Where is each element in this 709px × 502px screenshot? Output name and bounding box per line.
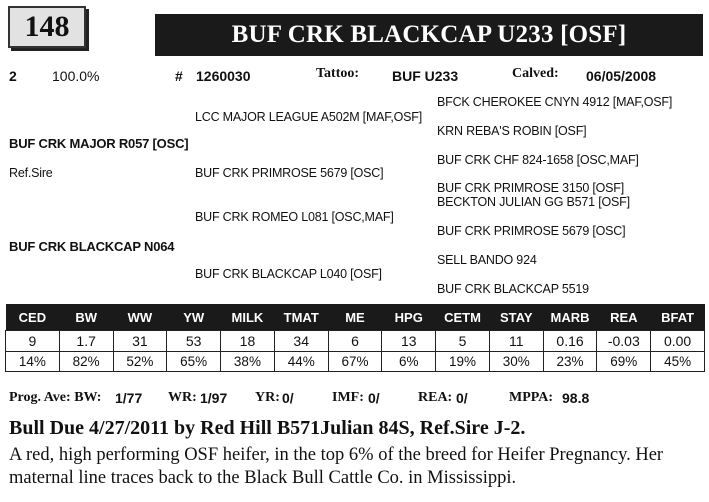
great-grandparent-4: BUF CRK PRIMROSE 3150 [OSF] xyxy=(437,181,625,195)
epd-header: REA xyxy=(596,304,651,331)
tattoo-label: Tattoo: xyxy=(316,66,360,81)
epd-header: BW xyxy=(59,304,114,331)
great-grandparent-6: BUF CRK PRIMROSE 5679 [OSC] xyxy=(437,224,626,238)
epd-header: BFAT xyxy=(650,304,705,331)
lot-number: 148 xyxy=(8,6,86,48)
dam-dam-name: BUF CRK BLACKCAP L040 [OSF] xyxy=(195,267,382,281)
description: A red, high performing OSF heifer, in th… xyxy=(9,445,664,488)
prog-wr-label: WR: xyxy=(168,390,197,405)
epd-header-row: CED BW WW YW MILK TMAT ME HPG CETM STAY … xyxy=(5,304,705,331)
epd-value: 11 xyxy=(488,330,544,352)
epd-value: 6 xyxy=(327,330,383,352)
epd-percentile: 69% xyxy=(596,351,652,372)
epd-percentile: 6% xyxy=(381,351,437,372)
epd-header: MILK xyxy=(220,304,275,331)
great-grandparent-5: BECKTON JULIAN GG B571 [OSF] xyxy=(437,195,630,209)
reg-symbol: # xyxy=(175,68,183,84)
epd-header: STAY xyxy=(489,304,544,331)
epd-value: 31 xyxy=(112,330,168,352)
epd-value: 53 xyxy=(166,330,222,352)
epd-header: HPG xyxy=(381,304,436,331)
epd-percentile: 45% xyxy=(650,351,705,372)
calved-label: Calved: xyxy=(512,66,559,81)
prog-wr-value: 1/97 xyxy=(200,390,228,406)
bull-due-line: Bull Due 4/27/2011 by Red Hill B571Julia… xyxy=(9,417,526,439)
prog-rea-value: 0/ xyxy=(456,390,468,406)
epd-header: ME xyxy=(328,304,382,331)
epd-value: 18 xyxy=(220,330,275,352)
prog-mppa-value: 98.8 xyxy=(562,390,590,406)
info-count: 2 xyxy=(9,68,17,84)
epd-percentile: 52% xyxy=(112,351,168,372)
epd-percentile: 38% xyxy=(220,351,275,372)
epd-percentile: 23% xyxy=(542,351,598,372)
epd-value: 9 xyxy=(5,330,60,352)
great-grandparent-7: SELL BANDO 924 xyxy=(437,253,537,267)
epd-percentile: 19% xyxy=(435,351,490,372)
calved-value: 06/05/2008 xyxy=(586,68,657,84)
epd-percentile: 30% xyxy=(488,351,544,372)
sire-note: Ref.Sire xyxy=(9,166,53,180)
registration-number: 1260030 xyxy=(196,68,251,84)
prog-yr-label: YR: xyxy=(255,390,280,405)
epd-percentile: 82% xyxy=(58,351,114,372)
great-grandparent-8: BUF CRK BLACKCAP 5519 xyxy=(437,282,589,296)
epd-header: CETM xyxy=(435,304,490,331)
sire-name: BUF CRK MAJOR R057 [OSC] xyxy=(9,136,189,151)
prog-mppa-label: MPPA: xyxy=(509,390,554,405)
prog-imf-value: 0/ xyxy=(368,390,380,406)
epd-header: WW xyxy=(113,304,167,331)
epd-header: YW xyxy=(166,304,221,331)
epd-header: TMAT xyxy=(274,304,329,331)
animal-name-banner: BUF CRK BLACKCAP U233 [OSF] xyxy=(155,14,703,56)
epd-header: CED xyxy=(5,304,60,331)
prog-bw-label: Prog. Ave: BW: xyxy=(9,390,102,405)
epd-percentile: 14% xyxy=(5,351,60,372)
epd-value-row: 9 1.7 31 53 18 34 6 13 5 11 0.16 -0.03 0… xyxy=(5,330,705,352)
sire-dam-name: BUF CRK PRIMROSE 5679 [OSC] xyxy=(195,166,384,180)
epd-value: 5 xyxy=(435,330,490,352)
prog-bw-value: 1/77 xyxy=(115,390,143,406)
prog-yr-value: 0/ xyxy=(282,390,294,406)
sire-sire-name: LCC MAJOR LEAGUE A502M [MAF,OSF] xyxy=(195,110,422,124)
epd-value: 1.7 xyxy=(58,330,114,352)
great-grandparent-3: BUF CRK CHF 824-1658 [OSC,MAF] xyxy=(437,153,639,167)
dam-sire-name: BUF CRK ROMEO L081 [OSC,MAF] xyxy=(195,210,394,224)
prog-imf-label: IMF: xyxy=(332,390,364,405)
great-grandparent-1: BFCK CHEROKEE CNYN 4912 [MAF,OSF] xyxy=(437,95,673,109)
epd-percentile: 65% xyxy=(166,351,222,372)
epd-value: 0.00 xyxy=(650,330,705,352)
epd-percentile: 44% xyxy=(273,351,329,372)
dam-name: BUF CRK BLACKCAP N064 xyxy=(9,239,175,254)
info-percent: 100.0% xyxy=(52,68,100,84)
great-grandparent-2: KRN REBA'S ROBIN [OSF] xyxy=(437,124,587,138)
epd-value: -0.03 xyxy=(596,330,652,352)
tattoo-value: BUF U233 xyxy=(392,68,459,84)
epd-percentile: 67% xyxy=(327,351,383,372)
epd-header: MARB xyxy=(543,304,597,331)
epd-value: 34 xyxy=(273,330,329,352)
epd-table: CED BW WW YW MILK TMAT ME HPG CETM STAY … xyxy=(5,304,705,372)
epd-value: 13 xyxy=(381,330,437,352)
epd-value: 0.16 xyxy=(542,330,598,352)
epd-percentile-row: 14% 82% 52% 65% 38% 44% 67% 6% 19% 30% 2… xyxy=(5,351,705,372)
prog-rea-label: REA: xyxy=(418,390,453,405)
